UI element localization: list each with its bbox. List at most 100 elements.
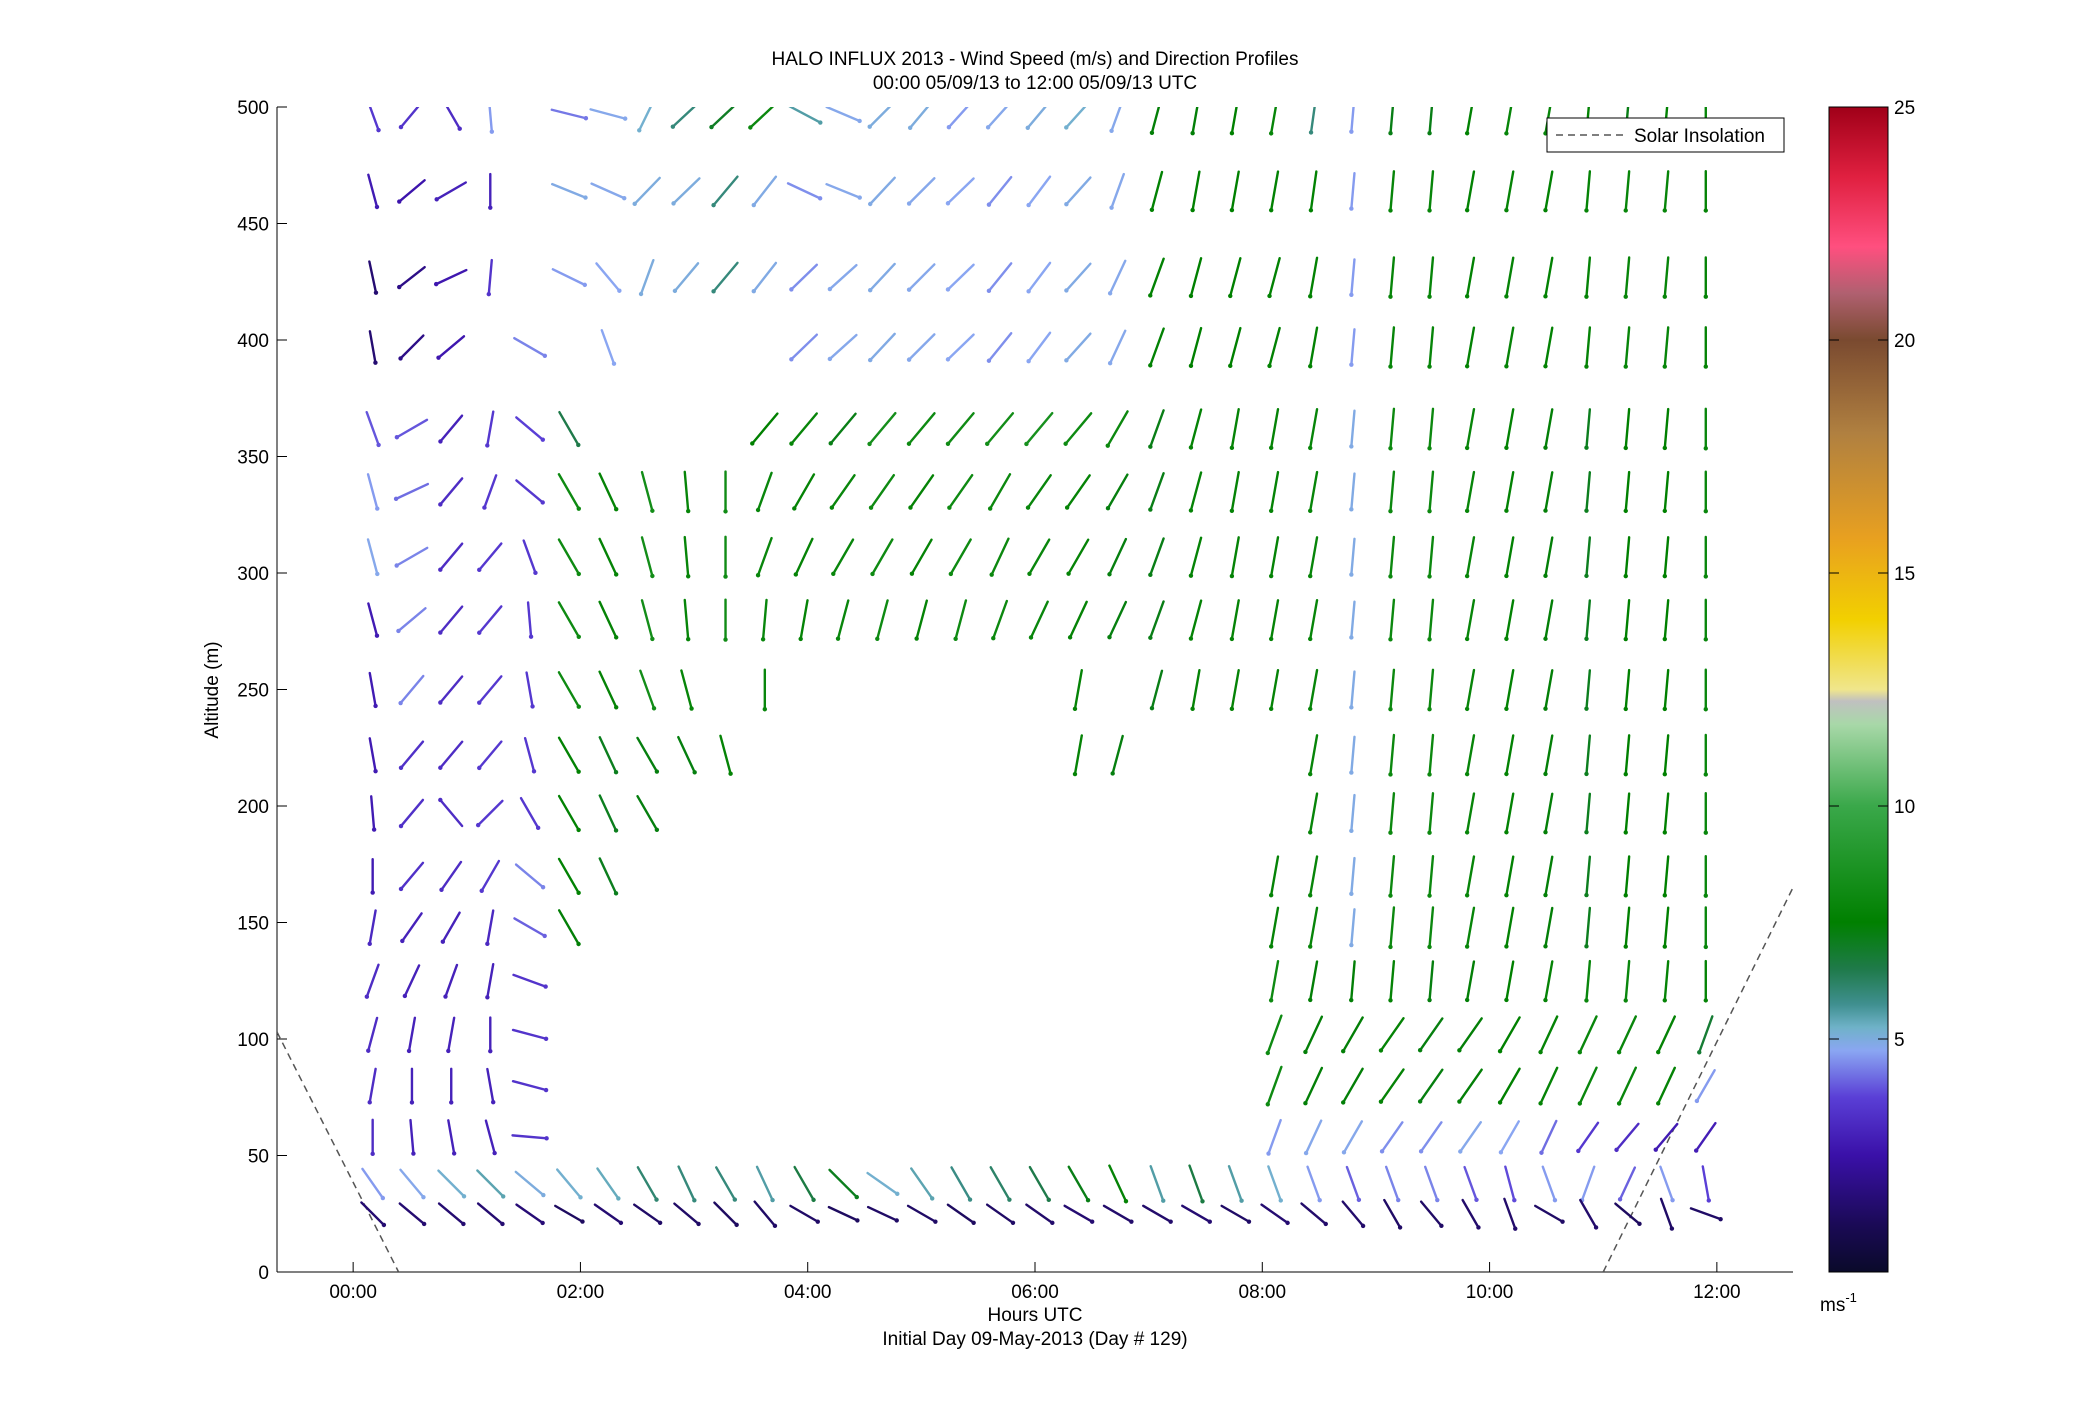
wind-vector: [1623, 734, 1631, 777]
wind-vector: [1148, 409, 1165, 449]
wind-vector: [1662, 792, 1670, 835]
wind-vector: [1148, 327, 1165, 368]
wind-vector: [1623, 170, 1631, 213]
wind-vector: [1388, 960, 1396, 1003]
wind-vector: [1268, 959, 1280, 1003]
wind-vector: [908, 474, 935, 510]
wind-vector: [598, 857, 619, 896]
wind-vector: [831, 538, 855, 576]
wind-vector: [1543, 256, 1554, 299]
wind-vector: [1584, 669, 1592, 711]
wind-vector: [1584, 471, 1592, 513]
wind-vector: [557, 671, 581, 709]
wind-vector: [367, 1067, 377, 1105]
wind-vector: [750, 412, 779, 446]
wind-vector: [1504, 734, 1515, 777]
wind-vector: [437, 1169, 467, 1199]
wind-vector: [751, 175, 778, 208]
wind-vector: [1308, 599, 1319, 642]
colorbar-tick-label: 20: [1894, 331, 1915, 352]
wind-vector: [789, 1204, 820, 1224]
wind-vector: [1388, 170, 1396, 213]
wind-vector: [1025, 107, 1047, 130]
wind-vector: [1181, 1204, 1212, 1224]
wind-vector: [488, 1016, 493, 1054]
wind-vector: [557, 909, 581, 947]
wind-vector: [557, 473, 581, 511]
wind-vector: [1504, 669, 1515, 711]
wind-vector: [598, 472, 619, 512]
wind-vector: [1703, 733, 1708, 777]
wind-vector: [1538, 1066, 1559, 1106]
wind-vector: [589, 108, 628, 121]
wind-vector: [1349, 409, 1356, 449]
wind-vector: [477, 542, 503, 573]
wind-vector: [1229, 470, 1240, 513]
wind-vector: [868, 473, 896, 510]
wind-vector: [484, 1119, 497, 1156]
wind-vector: [488, 107, 495, 134]
wind-vector: [1267, 256, 1281, 299]
wind-vector: [991, 599, 1009, 641]
wind-vector: [1378, 1068, 1405, 1104]
wind-vector: [914, 599, 928, 641]
wind-vector: [1703, 256, 1708, 299]
wind-vector: [486, 1067, 496, 1105]
wind-vector: [1149, 669, 1164, 711]
wind-vector: [1504, 256, 1515, 299]
wind-vector: [1463, 1165, 1479, 1203]
wind-vector: [1072, 668, 1083, 712]
wind-vector: [827, 1205, 860, 1223]
wind-vector: [1064, 474, 1091, 510]
wind-vector: [1424, 1165, 1440, 1203]
wind-vector: [1308, 407, 1319, 451]
wind-vector: [1543, 960, 1554, 1003]
wind-vector: [1340, 1016, 1364, 1054]
wind-vector: [1308, 855, 1319, 898]
wind-vector: [1349, 258, 1356, 297]
wind-vector: [909, 538, 933, 576]
wind-vector: [1308, 256, 1319, 299]
wind-vector: [1697, 1015, 1714, 1055]
wind-vector: [1388, 326, 1396, 369]
wind-vector: [1188, 599, 1203, 641]
colorbar-tick-label: 10: [1894, 797, 1915, 818]
wind-vector: [1584, 599, 1592, 641]
wind-vector: [447, 1119, 457, 1156]
wind-vector: [485, 963, 495, 1000]
wind-vector: [522, 539, 538, 576]
wind-vector: [1064, 262, 1092, 293]
wind-vector: [1464, 256, 1476, 299]
wind-vector: [1503, 1197, 1518, 1231]
wind-vector: [828, 1168, 859, 1200]
wind-vector: [398, 798, 425, 829]
wind-vector: [946, 107, 969, 130]
wind-vector: [825, 107, 862, 124]
wind-vector: [1504, 1165, 1517, 1203]
wind-vector: [715, 1166, 738, 1202]
wind-vector: [1584, 256, 1592, 299]
wind-vector: [1623, 470, 1631, 514]
wind-vector: [828, 412, 857, 446]
wind-vector: [519, 796, 541, 831]
wind-vector: [1427, 733, 1435, 777]
wind-vector: [1543, 170, 1554, 213]
wind-vector: [479, 859, 501, 893]
wind-vector: [1268, 599, 1280, 642]
wind-vector: [1623, 536, 1631, 579]
wind-vector: [1464, 170, 1476, 213]
wind-vector: [1427, 326, 1435, 369]
wind-vector: [1388, 906, 1396, 950]
wind-vector: [477, 605, 503, 635]
wind-vector: [1188, 536, 1203, 578]
wind-vector: [1659, 1197, 1675, 1231]
wind-vector: [950, 1166, 973, 1202]
wind-vector: [1229, 599, 1240, 642]
wind-vector: [596, 1167, 621, 1201]
date-sublabel: Initial Day 09-May-2013 (Day # 129): [882, 1329, 1187, 1350]
wind-vector: [1427, 470, 1435, 514]
wind-vector: [1308, 107, 1316, 135]
wind-vector: [598, 794, 619, 833]
wind-vector: [557, 794, 581, 833]
wind-vector: [1614, 1202, 1642, 1227]
